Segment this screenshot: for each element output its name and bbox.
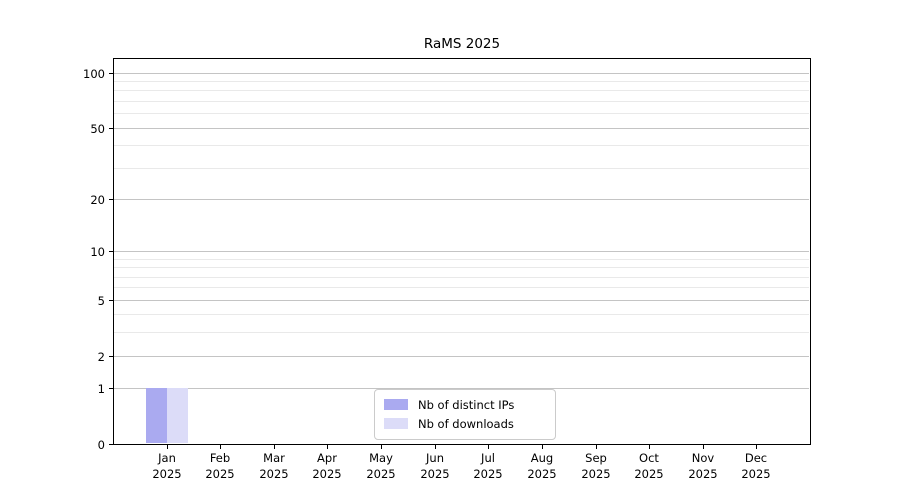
y-tick-label: 10 [90, 245, 105, 259]
x-tick-mark [756, 445, 758, 449]
minor-gridline [114, 101, 809, 102]
x-tick-mark [596, 445, 598, 449]
x-tick-mark [220, 445, 222, 449]
y-tick-mark [109, 73, 113, 75]
minor-gridline [114, 90, 809, 91]
x-tick-mark [649, 445, 651, 449]
major-gridline [114, 73, 809, 74]
x-tick-year: 2025 [205, 466, 235, 481]
x-tick-label: Oct 2025 [621, 451, 677, 482]
y-tick-label: 50 [90, 122, 105, 136]
legend-label: Nb of downloads [418, 416, 514, 431]
x-tick-year: 2025 [366, 466, 396, 481]
x-tick-mark [327, 445, 329, 449]
bar-nb-of-distinct-ips [146, 388, 167, 443]
x-tick-year: 2025 [152, 466, 182, 481]
x-tick-year: 2025 [312, 466, 342, 481]
x-tick-mark [381, 445, 383, 449]
y-tick-label: 5 [97, 294, 105, 308]
legend: Nb of distinct IPs Nb of downloads [374, 389, 556, 440]
major-gridline [114, 199, 809, 200]
major-gridline [114, 251, 809, 252]
y-tick-mark [109, 388, 113, 390]
minor-gridline [114, 145, 809, 146]
y-tick-mark [109, 199, 113, 201]
x-tick-year: 2025 [688, 466, 718, 481]
y-tick-mark [109, 300, 113, 302]
y-tick-mark [109, 251, 113, 253]
minor-gridline [114, 267, 809, 268]
x-tick-year: 2025 [581, 466, 611, 481]
x-tick-mark [167, 445, 169, 449]
x-tick-label: Apr 2025 [299, 451, 355, 482]
x-tick-label: Jan 2025 [139, 451, 195, 482]
major-gridline [114, 356, 809, 357]
chart-title: RaMS 2025 [423, 36, 501, 52]
y-tick-mark [109, 444, 113, 446]
minor-gridline [114, 168, 809, 169]
x-tick-label: Nov 2025 [675, 451, 731, 482]
x-tick-mark [274, 445, 276, 449]
y-tick-label: 0 [97, 438, 105, 452]
x-tick-mark [488, 445, 490, 449]
minor-gridline [114, 113, 809, 114]
x-tick-year: 2025 [420, 466, 450, 481]
x-tick-label: Aug 2025 [514, 451, 570, 482]
y-tick-label: 1 [97, 382, 105, 396]
minor-gridline [114, 332, 809, 333]
minor-gridline [114, 314, 809, 315]
bar-nb-of-downloads [167, 388, 188, 443]
x-tick-label: Mar 2025 [246, 451, 302, 482]
y-tick-label: 2 [97, 350, 105, 364]
x-tick-mark [703, 445, 705, 449]
x-tick-label: Jun 2025 [407, 451, 463, 482]
x-tick-label: Feb 2025 [192, 451, 248, 482]
legend-label: Nb of distinct IPs [418, 397, 515, 412]
x-tick-year: 2025 [473, 466, 503, 481]
major-gridline [114, 128, 809, 129]
legend-item: Nb of distinct IPs [384, 395, 546, 414]
x-tick-mark [542, 445, 544, 449]
minor-gridline [114, 287, 809, 288]
major-gridline [114, 388, 809, 389]
x-tick-year: 2025 [259, 466, 289, 481]
minor-gridline [114, 277, 809, 278]
y-tick-mark [109, 128, 113, 130]
x-tick-label: May 2025 [353, 451, 409, 482]
y-tick-label: 100 [83, 67, 105, 81]
y-tick-mark [109, 356, 113, 358]
minor-gridline [114, 81, 809, 82]
x-tick-label: Sep 2025 [568, 451, 624, 482]
x-tick-year: 2025 [741, 466, 771, 481]
x-tick-mark [435, 445, 437, 449]
legend-swatch [384, 418, 408, 429]
x-tick-label: Jul 2025 [460, 451, 516, 482]
x-tick-year: 2025 [634, 466, 664, 481]
legend-swatch [384, 399, 408, 410]
major-gridline [114, 300, 809, 301]
minor-gridline [114, 259, 809, 260]
x-tick-year: 2025 [527, 466, 557, 481]
y-tick-label: 20 [90, 193, 105, 207]
plot-area [113, 58, 811, 445]
x-tick-label: Dec 2025 [728, 451, 784, 482]
legend-item: Nb of downloads [384, 414, 546, 433]
